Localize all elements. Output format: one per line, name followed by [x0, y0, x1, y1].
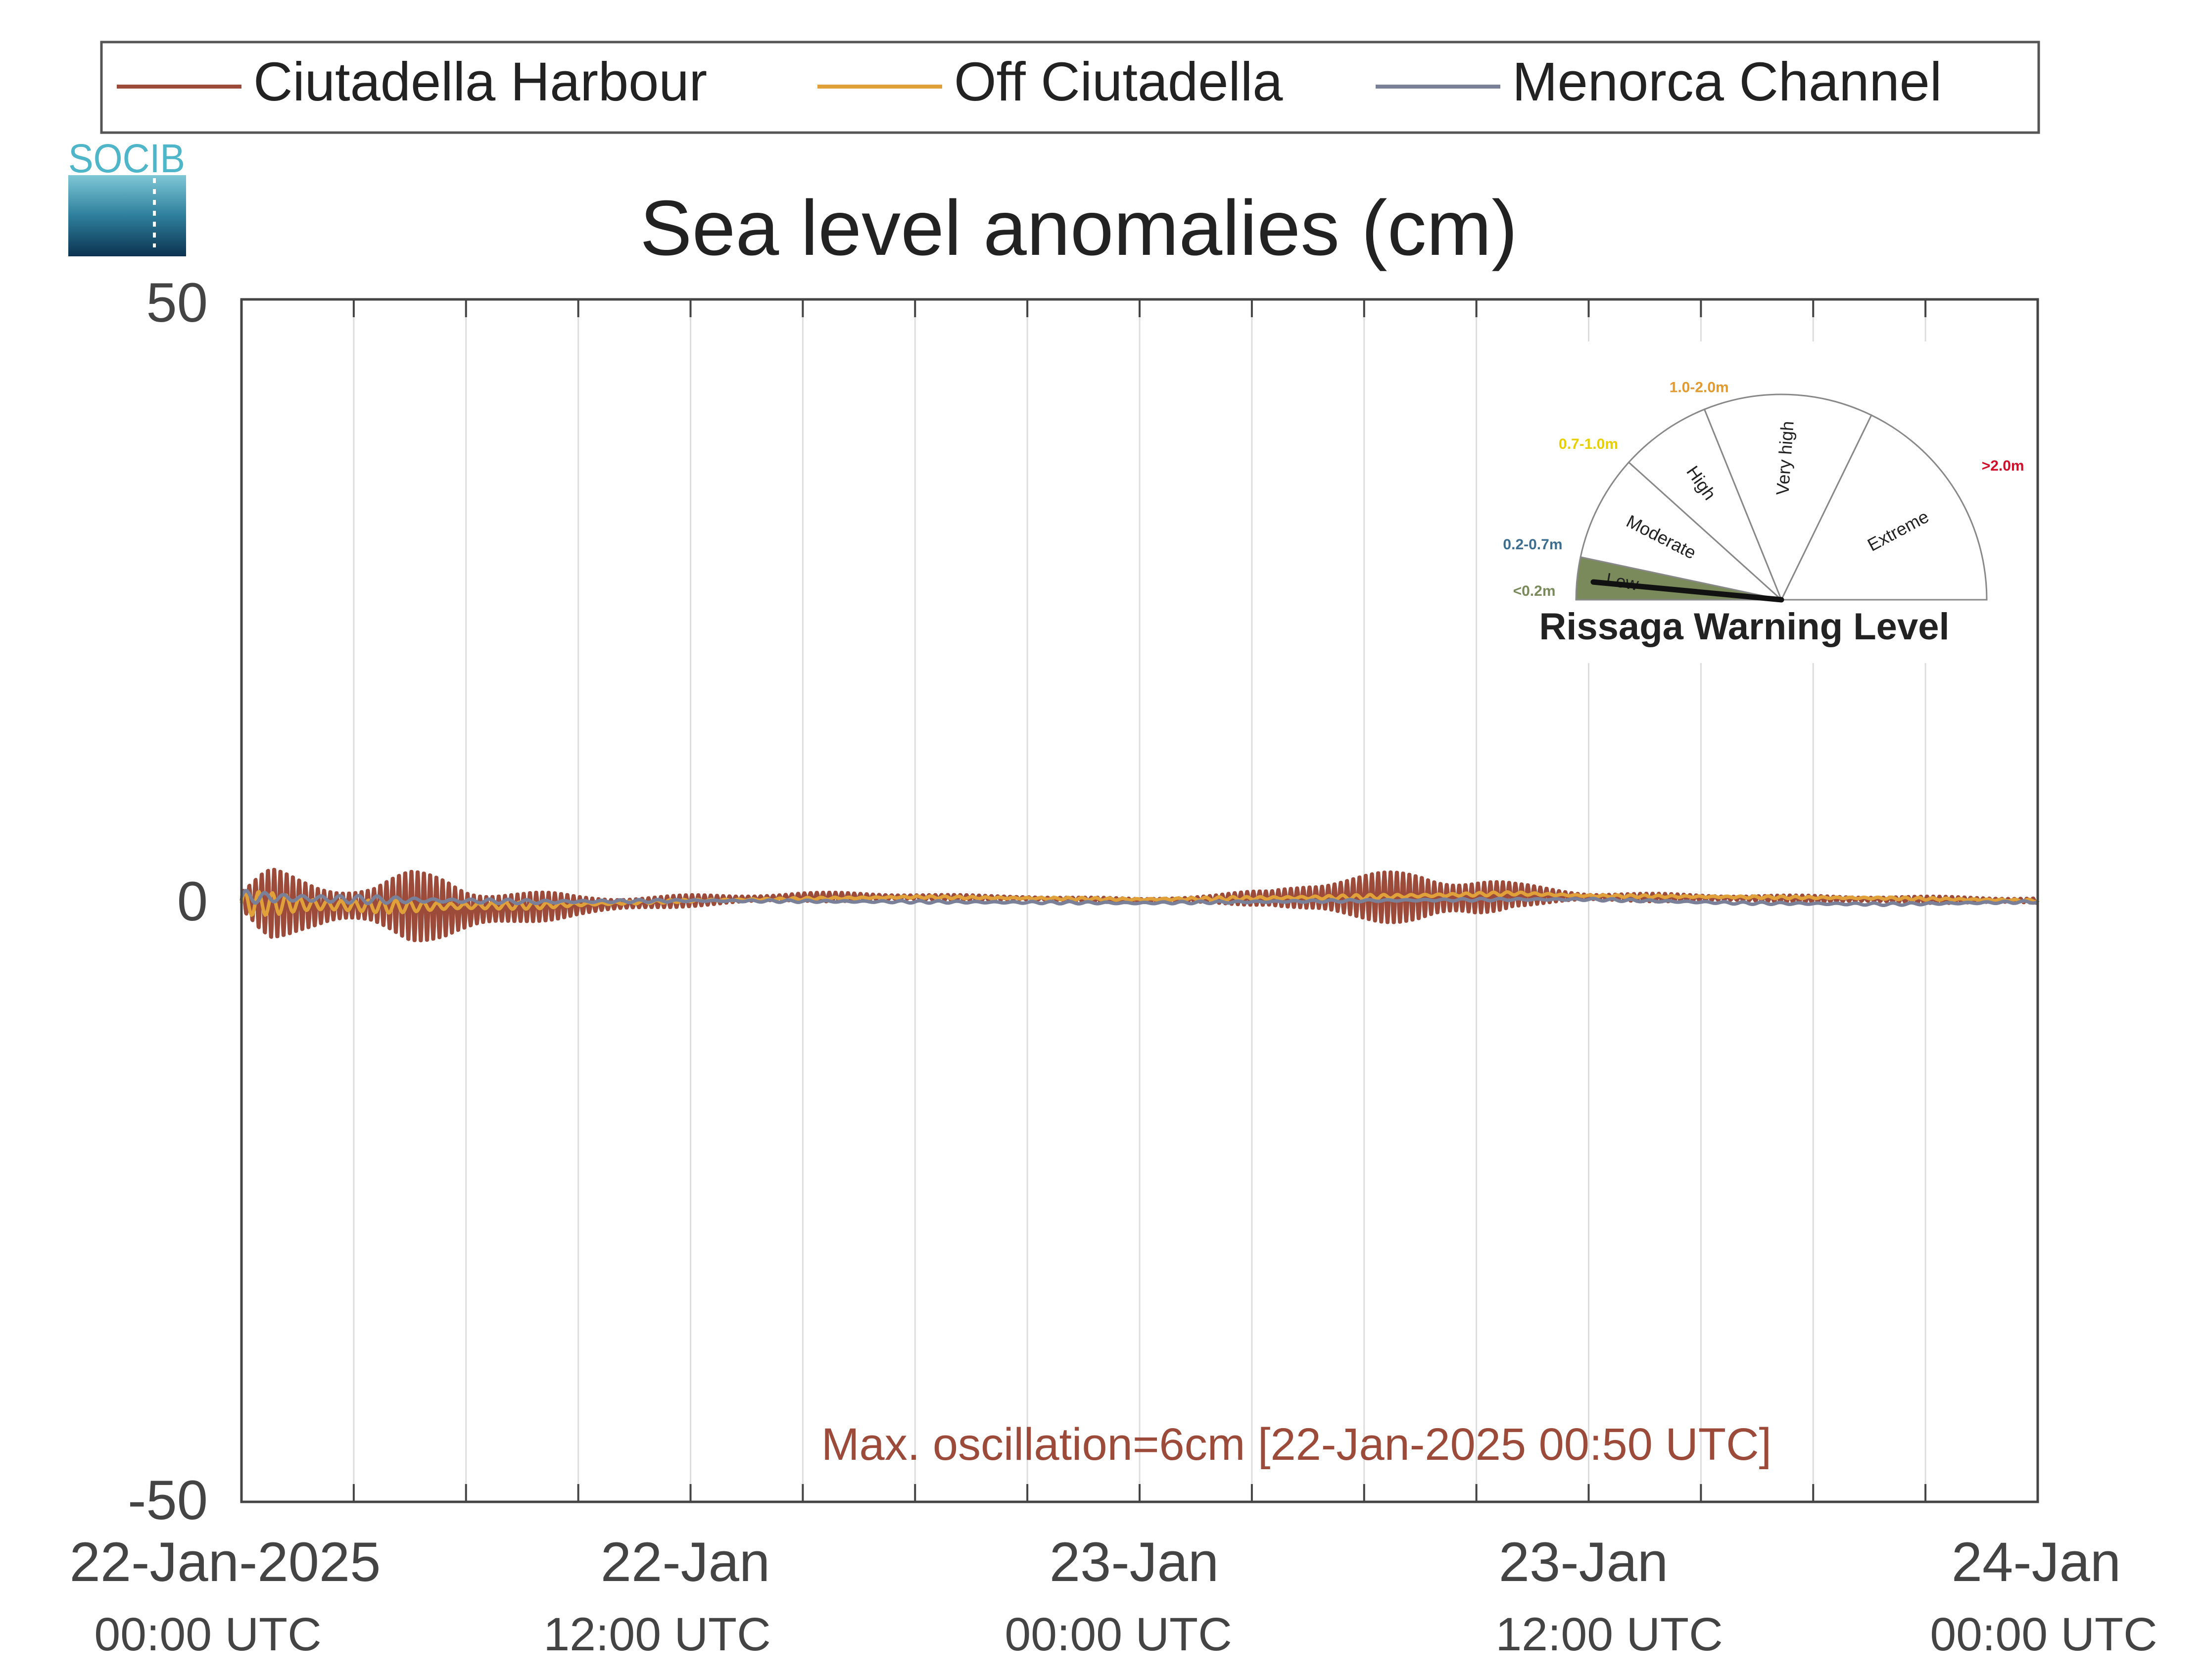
x-tick-date-0: 22-Jan-2025 [70, 1531, 381, 1593]
x-tick-time-0: 00:00 UTC [94, 1608, 321, 1661]
gauge-sector-moderate [1580, 461, 1784, 601]
gauge-sector-extreme [1780, 414, 1988, 601]
gauge-sector-high [1628, 408, 1782, 601]
gauge-sector-very-high [1703, 393, 1872, 602]
x-tick-time-12: 12:00 UTC [543, 1608, 770, 1661]
x-tick-time-48: 00:00 UTC [1930, 1608, 2157, 1661]
gauge-range-label-high: 0.7-1.0m [1559, 436, 1618, 452]
x-tick-date-12: 22-Jan [601, 1531, 770, 1593]
logo-wave-block [68, 175, 186, 256]
x-tick-time-24: 00:00 UTC [1005, 1608, 1232, 1661]
gauge-range-label-extreme: >2.0m [1982, 458, 2024, 474]
x-tick-date-48: 24-Jan [1952, 1531, 2121, 1593]
chart-title: Sea level anomalies (cm) [640, 185, 1518, 272]
gauge-range-label-low: <0.2m [1513, 583, 1556, 599]
x-tick-time-36: 12:00 UTC [1495, 1608, 1723, 1661]
gauge-range-labels: <0.2m 0.2-0.7m 0.7-1.0m 1.0-2.0m >2.0m [1503, 379, 2024, 599]
gauge-range-label-moderate: 0.2-0.7m [1503, 536, 1562, 553]
max-oscillation-annotation: Max. oscillation=6cm [22-Jan-2025 00:50 … [821, 1419, 1771, 1470]
legend-label-ciutadella-harbour: Ciutadella Harbour [253, 51, 707, 112]
legend-frame [100, 41, 2040, 134]
y-tick-label-50: 50 [146, 272, 208, 334]
y-tick-label-minus-50: -50 [128, 1469, 208, 1531]
x-tick-date-36: 23-Jan [1499, 1531, 1668, 1593]
legend-label-off-ciutadella: Off Ciutadella [954, 51, 1283, 112]
series-line-off-ciutadella [239, 890, 2039, 917]
x-tick-date-24: 23-Jan [1050, 1531, 1219, 1593]
logo-lettering: SOCIB [68, 136, 185, 181]
y-tick-label-0: 0 [177, 870, 208, 932]
legend-label-menorca-channel: Menorca Channel [1512, 51, 1942, 112]
series-line-menorca-channel [239, 889, 2039, 907]
gauge-sectors [1575, 393, 1988, 602]
plot-frame [240, 298, 2039, 1503]
gauge-range-label-very-high: 1.0-2.0m [1670, 379, 1729, 395]
gauge-title: Rissaga Warning Level [1539, 606, 1949, 648]
legend: Ciutadella Harbour Off Ciutadella Menorc… [100, 41, 2040, 134]
data-series [239, 867, 2040, 943]
gauge-needle [1590, 579, 1784, 603]
socib-logo: SOCIB [68, 136, 186, 256]
